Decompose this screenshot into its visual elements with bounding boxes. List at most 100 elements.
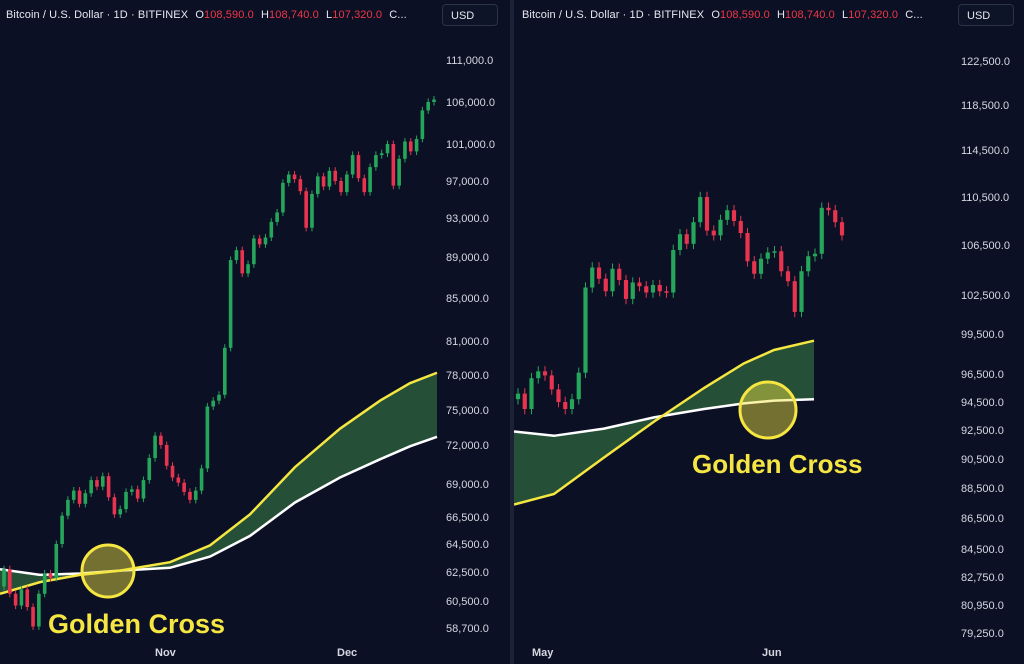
ma-fast-line — [0, 371, 438, 595]
candle-body — [350, 155, 355, 175]
candle-body — [617, 268, 622, 280]
candle-body — [269, 221, 274, 238]
candle-body — [785, 271, 791, 282]
candle-body — [536, 371, 541, 379]
candle-body — [691, 222, 696, 244]
candle-body — [590, 267, 595, 288]
candle-body — [66, 499, 70, 516]
chart-panel-left[interactable]: Bitcoin / U.S. Dollar · 1D · BITFINEX O1… — [0, 0, 510, 664]
y-tick-label: 111,000.0 — [446, 55, 493, 67]
candle-body — [374, 155, 378, 168]
ma-spread-fill — [0, 372, 437, 594]
y-tick-label: 85,000.0 — [446, 293, 489, 305]
candle-body — [644, 286, 649, 293]
golden-cross-label: Golden Cross — [48, 609, 225, 639]
y-tick-label: 97,000.0 — [446, 176, 489, 188]
candle-body — [147, 458, 152, 481]
y-tick-label: 102,500.0 — [961, 290, 1010, 302]
candle-body — [124, 491, 128, 510]
candle-body — [275, 212, 279, 222]
y-tick-label: 92,500.0 — [961, 425, 1004, 437]
candle-body — [345, 174, 349, 193]
candle-body — [731, 210, 737, 221]
candle-body — [711, 230, 716, 236]
candle-body — [188, 491, 192, 500]
candle-body — [833, 210, 838, 223]
candle-body — [362, 178, 367, 193]
candle-body — [684, 234, 689, 244]
y-tick-label: 79,250.0 — [961, 628, 1004, 640]
y-tick-label: 122,500.0 — [961, 56, 1010, 68]
candle-body — [677, 234, 683, 250]
ma-slow-line — [0, 435, 438, 577]
y-tick-label: 118,500.0 — [961, 100, 1009, 112]
chart-panel-right[interactable]: Bitcoin / U.S. Dollar · 1D · BITFINEX O1… — [514, 0, 1024, 664]
low-value: 107,320.0 — [332, 9, 383, 21]
candle-body — [211, 400, 215, 407]
candle-body — [252, 238, 256, 265]
y-tick-label: 99,500.0 — [961, 329, 1004, 341]
low-value: 107,320.0 — [848, 9, 899, 21]
candle-body — [779, 251, 784, 272]
candle-body — [339, 181, 343, 193]
candle-body — [799, 271, 804, 312]
candle-body — [812, 253, 818, 257]
chart-header-right: Bitcoin / U.S. Dollar · 1D · BITFINEX O1… — [522, 9, 923, 21]
candle-body — [298, 179, 303, 192]
x-tick-label: May — [532, 647, 554, 659]
y-tick-label: 66,500.0 — [446, 512, 489, 524]
candle-body — [42, 573, 47, 594]
candle-body — [100, 476, 105, 487]
y-tick-label: 96,500.0 — [961, 369, 1004, 381]
open-value: 108,590.0 — [720, 9, 770, 21]
candle-body — [71, 490, 76, 500]
candle-body — [368, 167, 372, 193]
candle-body — [637, 282, 642, 287]
golden-cross-marker — [738, 380, 798, 440]
candle-body — [31, 607, 35, 627]
candle-body — [839, 222, 845, 236]
y-tick-label: 94,500.0 — [961, 397, 1004, 409]
y-tick-label: 82,750.0 — [961, 572, 1004, 584]
candle-body — [240, 250, 245, 274]
high-value: 108,740.0 — [269, 9, 319, 21]
candle-body — [806, 256, 811, 272]
y-tick-label: 89,000.0 — [446, 252, 489, 264]
chart-canvas-left: Golden Cross 111,000.0 106,000.0 101,000.0 9… — [0, 55, 495, 659]
candle-body — [397, 158, 401, 186]
currency-button-right[interactable]: USD — [958, 4, 1014, 26]
low-label: L — [326, 9, 333, 21]
y-tick-label: 62,500.0 — [446, 567, 489, 579]
y-tick-label: 93,000.0 — [446, 213, 489, 225]
candle-body — [281, 182, 285, 213]
x-tick-label: Nov — [155, 647, 177, 659]
candle-body — [718, 219, 723, 236]
y-tick-label: 60,500.0 — [446, 596, 489, 608]
ma-slow-line — [514, 397, 815, 438]
candle-body — [725, 210, 730, 220]
panel-divider[interactable] — [510, 0, 514, 664]
candle-body — [408, 141, 413, 152]
candle-body — [704, 197, 710, 231]
candle-body — [199, 468, 204, 491]
y-tick-label: 90,500.0 — [961, 454, 1004, 466]
y-tick-label: 80,950.0 — [961, 600, 1004, 612]
candle-body — [403, 141, 407, 159]
candle-body — [135, 489, 140, 499]
symbol-label: Bitcoin / U.S. Dollar · 1D · BITFINEX — [6, 9, 189, 21]
candle-body — [542, 371, 548, 376]
candle-body — [205, 406, 210, 469]
high-label: H — [261, 9, 270, 21]
candle-body — [106, 476, 111, 498]
candle-body — [752, 261, 757, 274]
candle-body — [623, 280, 629, 299]
currency-button-left[interactable]: USD — [442, 4, 498, 26]
candle-body — [77, 490, 82, 504]
candle-body — [170, 465, 175, 478]
candle-body — [310, 193, 314, 228]
candle-body — [321, 176, 326, 187]
open-label: O — [711, 9, 720, 21]
candle-body — [515, 393, 521, 400]
chart-header-left: Bitcoin / U.S. Dollar · 1D · BITFINEX O1… — [6, 9, 407, 21]
candle-body — [118, 509, 123, 515]
